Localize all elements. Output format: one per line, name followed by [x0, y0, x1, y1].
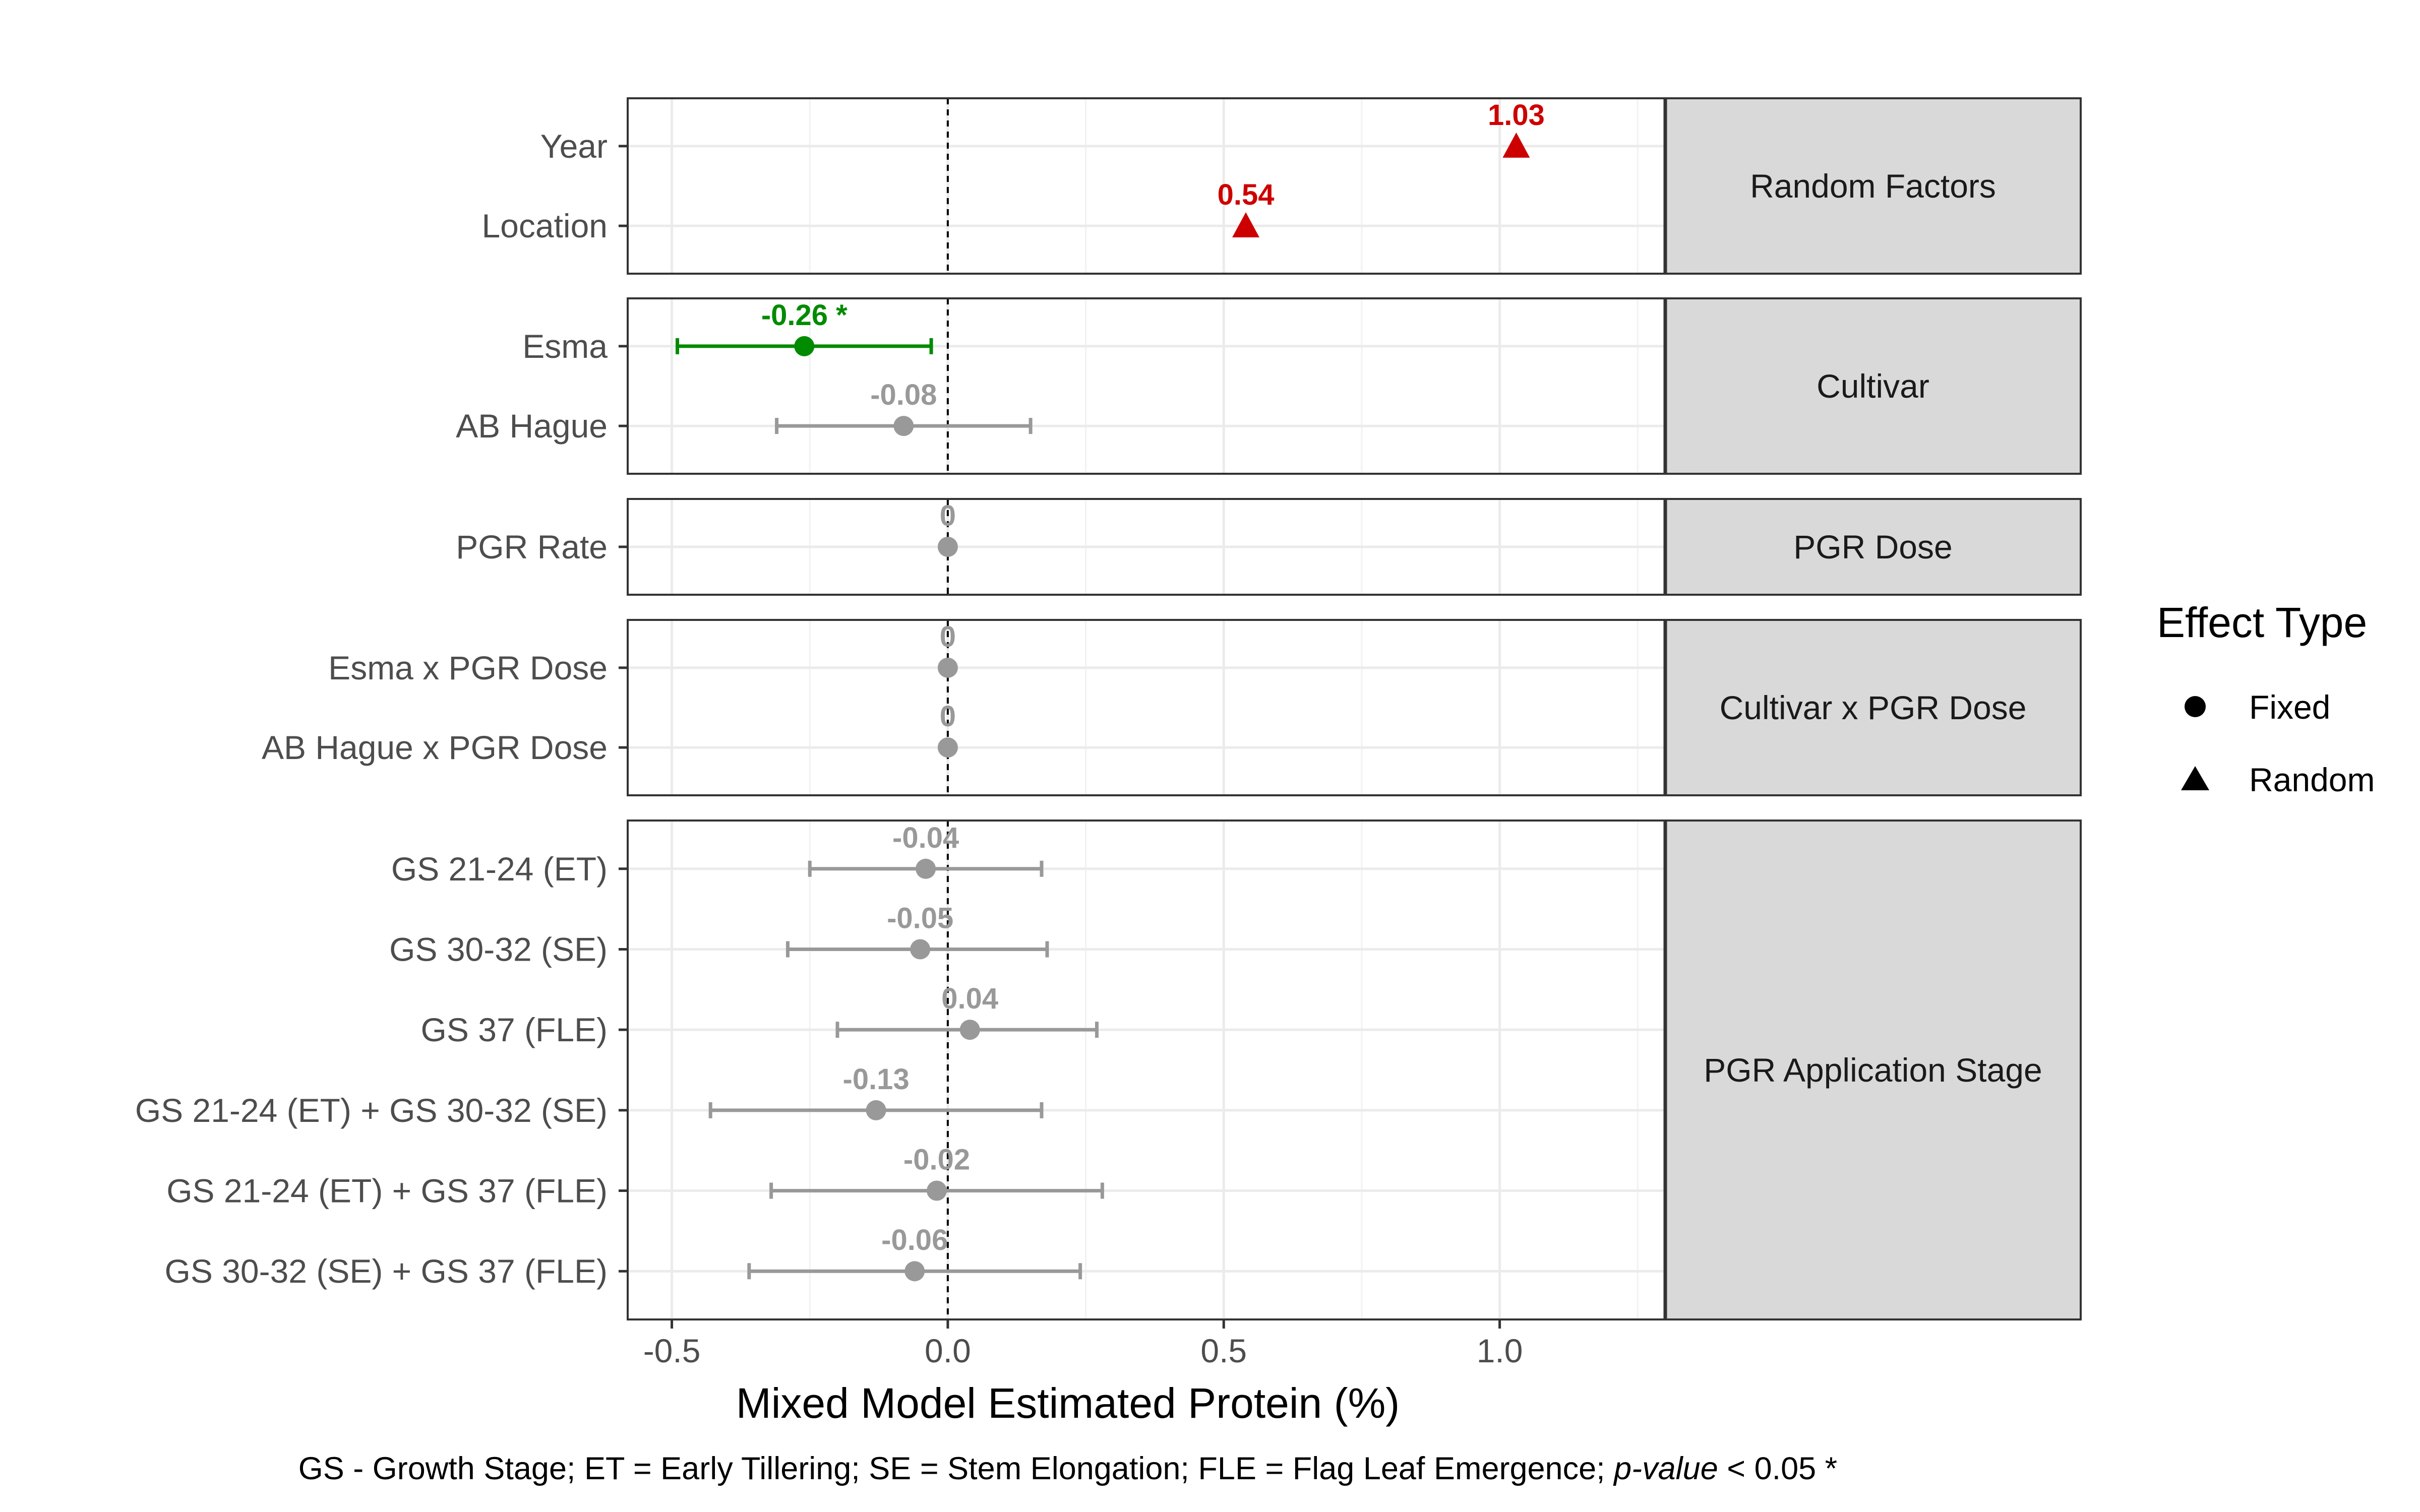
- x-tick-label: 0.5: [1200, 1332, 1247, 1369]
- data-label: 0: [940, 499, 956, 532]
- legend: Effect Type Fixed Random: [2157, 599, 2375, 798]
- data-label: 0: [940, 700, 956, 733]
- panel-2: PGR Rate 0 PGR Dose: [456, 498, 2082, 596]
- x-tick-label: -0.5: [643, 1332, 701, 1369]
- data-label: -0.06: [881, 1224, 948, 1256]
- data-label: -0.02: [903, 1144, 970, 1176]
- data-point: [916, 858, 936, 879]
- data-point: [937, 537, 958, 557]
- data-point-triangle: [1502, 132, 1530, 158]
- caption-italic: p-value: [1613, 1451, 1718, 1486]
- y-tick-label: Esma x PGR Dose: [328, 649, 608, 686]
- data-point: [893, 416, 914, 436]
- y-tick-label: Year: [540, 128, 608, 165]
- caption-main: GS - Growth Stage; ET = Early Tillering;…: [298, 1451, 1614, 1486]
- facet-strip-label: Random Factors: [1750, 167, 1996, 205]
- facet-strip: [1664, 619, 2082, 796]
- y-tick-label: GS 21-24 (ET) + GS 37 (FLE): [166, 1172, 608, 1210]
- panel-background: [628, 620, 1665, 795]
- legend-fixed-circle-icon: [2185, 696, 2206, 717]
- panels-layer: Year 1.03 Location 0.54 Random Factors Esma -0…: [135, 97, 2082, 1320]
- legend-title: Effect Type: [2157, 599, 2367, 646]
- data-label: 0: [940, 620, 956, 653]
- panel-4: GS 21-24 (ET) -0.04 GS 30-32 (SE) -0.05 GS 3…: [135, 820, 2082, 1320]
- y-tick-label: GS 21-24 (ET) + GS 30-32 (SE): [135, 1092, 608, 1129]
- y-tick-label: AB Hague: [456, 407, 608, 445]
- facet-strip: [1664, 297, 2082, 475]
- facet-strip-label: PGR Application Stage: [1704, 1051, 2042, 1089]
- x-axis-title: Mixed Model Estimated Protein (%): [736, 1379, 1400, 1427]
- x-tick-label: 1.0: [1477, 1332, 1523, 1369]
- data-point: [959, 1020, 980, 1040]
- facet-strip-label: Cultivar x PGR Dose: [1720, 689, 2027, 726]
- legend-random-triangle-icon: [2181, 766, 2209, 790]
- panel-background: [628, 98, 1665, 274]
- caption: GS - Growth Stage; ET = Early Tillering;…: [298, 1451, 1837, 1486]
- y-tick-label: GS 21-24 (ET): [391, 850, 608, 888]
- y-tick-label: GS 30-32 (SE) + GS 37 (FLE): [165, 1252, 608, 1290]
- data-point: [866, 1100, 886, 1120]
- data-label: -0.05: [887, 902, 953, 934]
- data-point: [927, 1180, 947, 1201]
- data-point-triangle: [1232, 212, 1260, 238]
- facet-strip: [1664, 820, 2082, 1320]
- data-point: [794, 336, 815, 356]
- data-point: [937, 737, 958, 758]
- data-point: [904, 1261, 925, 1282]
- data-label: 0.04: [941, 982, 998, 1015]
- data-label: -0.26 *: [761, 299, 848, 332]
- y-tick-label: AB Hague x PGR Dose: [262, 729, 608, 766]
- y-tick-label: PGR Rate: [456, 528, 608, 565]
- data-point: [937, 657, 958, 678]
- data-label: -0.04: [892, 822, 959, 854]
- panel-3: Esma x PGR Dose 0 AB Hague x PGR Dose 0 Cult…: [262, 619, 2082, 796]
- facet-strip-label: PGR Dose: [1793, 528, 1952, 565]
- legend-label-random: Random: [2249, 761, 2375, 798]
- data-label: 0.54: [1218, 178, 1275, 211]
- facet-strip-label: Cultivar: [1817, 367, 1929, 405]
- data-label: -0.08: [870, 379, 937, 411]
- x-tick-label: 0.0: [925, 1332, 971, 1369]
- y-tick-label: GS 37 (FLE): [421, 1011, 608, 1048]
- panel-background: [628, 821, 1665, 1319]
- panel-0: Year 1.03 Location 0.54 Random Factors: [481, 97, 2082, 275]
- panel-background: [628, 298, 1665, 474]
- caption-tail: < 0.05 *: [1718, 1451, 1837, 1486]
- x-axis: -0.5 0.0 0.5 1.0: [643, 1319, 1523, 1369]
- legend-label-fixed: Fixed: [2249, 688, 2330, 726]
- panel-1: Esma -0.26 * AB Hague -0.08 Cultivar: [456, 297, 2082, 475]
- facet-strip: [1664, 498, 2082, 596]
- data-point: [910, 939, 931, 960]
- y-tick-label: Location: [481, 207, 608, 244]
- data-label: -0.13: [843, 1063, 910, 1096]
- y-tick-label: GS 30-32 (SE): [389, 930, 608, 968]
- y-tick-label: Esma: [522, 328, 608, 365]
- data-label: 1.03: [1488, 99, 1545, 132]
